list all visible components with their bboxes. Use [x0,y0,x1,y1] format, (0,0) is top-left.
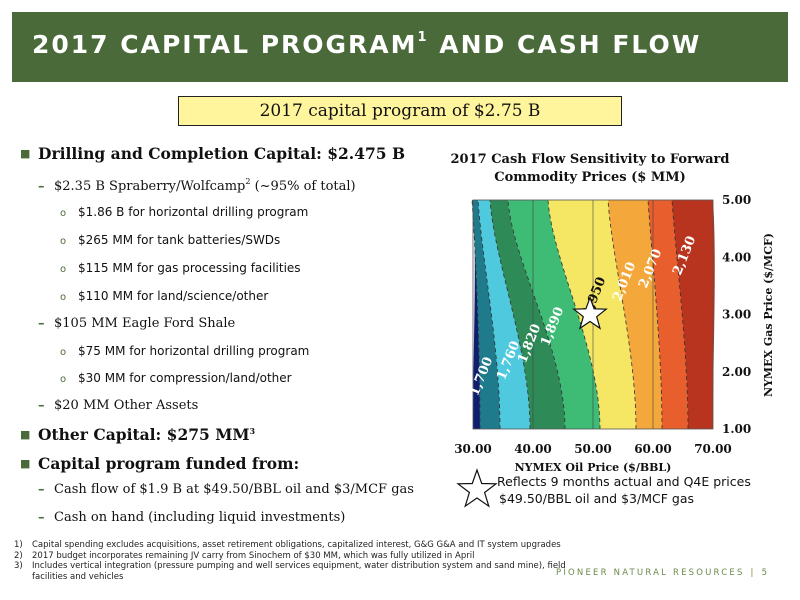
slide-title: 2017 CAPITAL PROGRAM1 AND CASH FLOW [32,30,702,59]
heatmap-band [478,200,530,429]
contour-label: 1,760 [494,339,523,382]
contour-label: 2,010 [610,260,639,303]
contour-line [507,199,566,430]
x-tick-label: 50.00 [574,442,612,456]
bullet-other-assets: – $20 MM Other Assets [38,398,199,413]
y-tick-label: 2.00 [722,365,751,379]
plot-frame [472,199,714,430]
bullet-horizontal-drilling: o $1.86 B for horizontal drilling program [60,205,309,219]
chart-title: 2017 Cash Flow Sensitivity to Forward Co… [450,152,730,185]
contour-line [647,199,663,430]
company-name: PIONEER NATURAL RESOURCES [556,568,745,578]
bullet-tank-batteries: o $265 MM for tank batteries/SWDs [60,233,281,247]
square-bullet-icon: ■ [20,457,31,470]
bullet-eagle-ford: – $105 MM Eagle Ford Shale [38,316,236,331]
contour-line [477,199,501,430]
bullet-land-science: o $110 MM for land/science/other [60,289,269,303]
capital-program-callout: 2017 capital program of $2.75 B [178,96,622,126]
bullet-cash-on-hand: – Cash on hand (including liquid investme… [38,510,346,525]
footnotes: 1) Capital spending excludes acquisitions… [14,540,574,582]
footnote-2: 2) 2017 budget incorporates remaining JV … [14,550,475,561]
bullet-other-capital: ■ Other Capital: $275 MM3 [20,425,256,444]
bullet-ef-horizontal: o $75 MM for horizontal drilling program [60,344,310,358]
heatmap-band [672,200,715,429]
circle-bullet-icon: o [60,208,67,219]
heatmap-band [548,200,636,429]
footnote-3: 3) Includes vertical integration (pressur… [14,561,566,582]
y-tick-label: 1.00 [722,422,751,436]
heatmap-band [648,200,688,429]
bullet-ef-compression: o $30 MM for compression/land/other [60,371,292,385]
heatmap-band [490,200,565,429]
bullet-funded-from: ■ Capital program funded from: [20,454,300,473]
brand-footer: PIONEER NATURAL RESOURCES | 5 [556,568,770,578]
y-tick-label: 5.00 [722,193,751,207]
contour-label: 1,890 [538,305,567,348]
contour-line [607,199,637,430]
title-bar: 2017 CAPITAL PROGRAM1 AND CASH FLOW [12,12,788,82]
x-tick-label: 40.00 [514,442,552,456]
contour-label: 1,950 [580,275,609,318]
contour-line [547,199,601,430]
contour-label: 1,700 [467,355,496,398]
heatmap-band [608,200,662,429]
bullet-spraberry: – $2.35 B Spraberry/Wolfcamp2 (~95% of to… [38,177,356,194]
circle-bullet-icon: o [60,292,67,303]
heatmap-band [472,200,480,429]
contour-label: 2,130 [670,234,699,277]
contour-label: 1,820 [515,322,544,365]
y-axis-label: NYMEX Gas Price ($/MCF) [762,233,775,397]
star-marker-icon [572,295,608,330]
contour-line [489,199,531,430]
bullet-cash-flow: – Cash flow of $1.9 B at $49.50/BBL oil a… [38,482,414,497]
contour-label: 2,070 [636,247,665,290]
page-number: 5 [761,568,770,578]
x-tick-label: 70.00 [694,442,732,456]
heatmap-band [508,200,600,429]
y-tick-label: 4.00 [722,250,751,264]
circle-bullet-icon: o [60,374,67,385]
marker-note-line-2: $49.50/BBL oil and $3/MCF gas [499,491,694,506]
footnote-1: 1) Capital spending excludes acquisitions… [14,540,561,550]
contour-line [471,199,481,430]
circle-bullet-icon: o [60,264,67,275]
square-bullet-icon: ■ [20,428,31,441]
square-bullet-icon: ■ [20,147,31,160]
bullet-gas-processing: o $115 MM for gas processing facilities [60,261,301,275]
bullet-drilling-capital: ■ Drilling and Completion Capital: $2.475… [20,144,406,163]
legend-star-icon [456,468,498,508]
marker-note-line-1: Reflects 9 months actual and Q4E prices [497,474,751,489]
x-tick-label: 30.00 [454,442,492,456]
circle-bullet-icon: o [60,347,67,358]
heatmap-band [472,200,500,429]
contour-line [671,199,689,430]
marker-note: Reflects 9 months actual and Q4E prices … [497,473,751,507]
circle-bullet-icon: o [60,236,67,247]
y-tick-label: 3.00 [722,308,751,322]
x-tick-label: 60.00 [634,442,672,456]
